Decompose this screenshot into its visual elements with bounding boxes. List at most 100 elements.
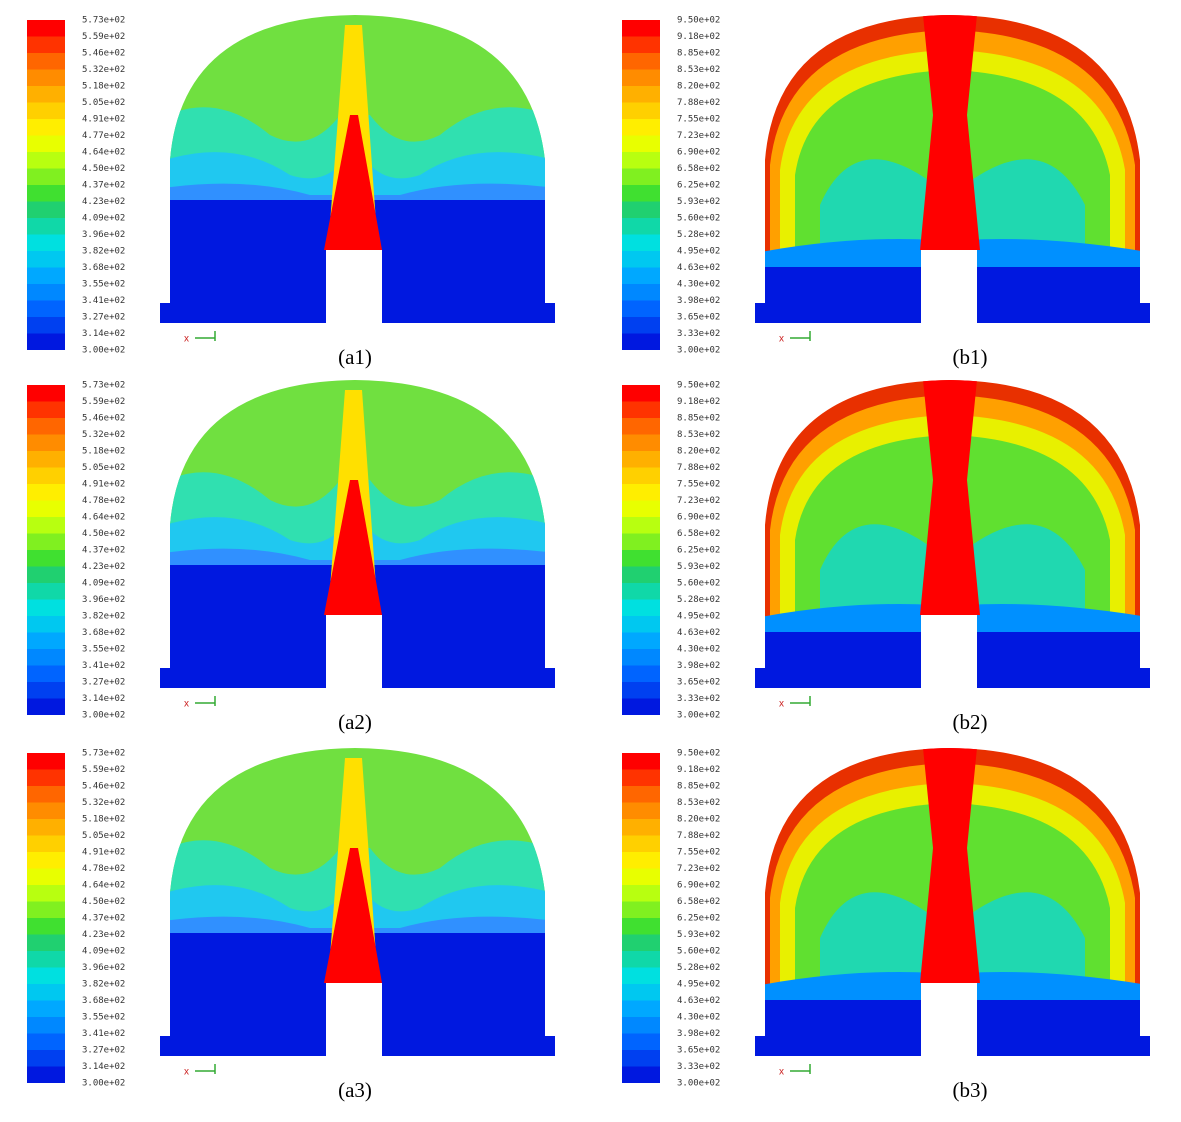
figure: 5.73e+025.59e+025.46e+025.32e+025.18e+02…: [0, 0, 1181, 1117]
caption: (b1): [953, 345, 988, 369]
legend-label: 7.23e+02: [677, 496, 720, 506]
legend-label: 5.93e+02: [677, 197, 720, 207]
legend-label: 5.32e+02: [82, 65, 125, 75]
panel: 5.73e+025.59e+025.46e+025.32e+025.18e+02…: [27, 738, 570, 1102]
axis-label: x: [184, 699, 189, 710]
legend-label: 7.88e+02: [677, 463, 720, 473]
legend-label: 3.27e+02: [82, 313, 125, 323]
colorbar-band: [27, 301, 65, 318]
legend-label: 4.95e+02: [677, 980, 720, 990]
colorbar-band: [622, 70, 660, 87]
colorbar-band: [27, 534, 65, 551]
colorbar-band: [622, 1050, 660, 1067]
legend-label: 4.30e+02: [677, 645, 720, 655]
colorbar-band: [27, 786, 65, 803]
legend-label: 8.20e+02: [677, 447, 720, 457]
colorbar-band: [622, 534, 660, 551]
colorbar-band: [622, 501, 660, 518]
legend-label: 5.05e+02: [82, 98, 125, 108]
legend-label: 3.00e+02: [82, 346, 125, 356]
legend-label: 3.00e+02: [677, 1079, 720, 1089]
colorbar-band: [27, 1017, 65, 1034]
colorbar-band: [27, 600, 65, 617]
legend-label: 5.28e+02: [677, 963, 720, 973]
legend-label: 5.46e+02: [82, 49, 125, 59]
legend-label: 5.59e+02: [82, 765, 125, 775]
legend-label: 7.88e+02: [677, 831, 720, 841]
colorbar-band: [622, 20, 660, 37]
colorbar-band: [27, 251, 65, 268]
colorbar-band: [622, 119, 660, 136]
colorbar-band: [622, 402, 660, 419]
legend-label: 5.32e+02: [82, 430, 125, 440]
colorbar-band: [622, 86, 660, 103]
colorbar-band: [622, 600, 660, 617]
legend-label: 8.53e+02: [677, 430, 720, 440]
outlet-gap: [326, 983, 382, 1063]
legend-label: 8.85e+02: [677, 414, 720, 424]
colorbar-band: [27, 869, 65, 886]
legend-label: 3.00e+02: [82, 711, 125, 721]
legend-label: 6.25e+02: [677, 181, 720, 191]
caption: (a1): [338, 345, 372, 369]
colorbar-band: [622, 268, 660, 285]
colorbar-band: [622, 753, 660, 770]
legend-label: 3.65e+02: [677, 1046, 720, 1056]
colorbar-band: [27, 501, 65, 518]
legend-label: 5.60e+02: [677, 947, 720, 957]
legend-label: 6.58e+02: [677, 529, 720, 539]
colorbar-band: [622, 885, 660, 902]
colorbar-band: [27, 136, 65, 153]
colorbar-band: [622, 334, 660, 351]
legend-label: 3.68e+02: [82, 996, 125, 1006]
outlet-gap: [921, 983, 977, 1063]
legend-label: 7.23e+02: [677, 131, 720, 141]
colorbar-band: [622, 1001, 660, 1018]
legend-label: 7.55e+02: [677, 115, 720, 125]
panel: 9.50e+029.18e+028.85e+028.53e+028.20e+02…: [622, 370, 1165, 734]
colorbar-band: [622, 235, 660, 252]
colorbar-band: [27, 152, 65, 169]
legend-label: 5.60e+02: [677, 214, 720, 224]
colorbar-band: [27, 935, 65, 952]
colorbar-band: [27, 37, 65, 54]
colorbar-band: [27, 418, 65, 435]
legend-label: 4.64e+02: [82, 513, 125, 523]
legend-label: 3.96e+02: [82, 230, 125, 240]
colorbar-band: [622, 567, 660, 584]
colorbar-band: [622, 968, 660, 985]
colorbar-band: [622, 1034, 660, 1051]
legend-label: 4.91e+02: [82, 848, 125, 858]
legend-label: 3.14e+02: [82, 694, 125, 704]
legend-label: 5.32e+02: [82, 798, 125, 808]
colorbar-band: [622, 251, 660, 268]
colorbar-band: [27, 20, 65, 37]
colorbar-band: [27, 385, 65, 402]
legend-label: 4.37e+02: [82, 546, 125, 556]
colorbar-band: [27, 550, 65, 567]
colorbar-band: [622, 836, 660, 853]
legend-label: 3.65e+02: [677, 313, 720, 323]
colorbar-band: [27, 468, 65, 485]
colorbar-band: [622, 37, 660, 54]
panel: 5.73e+025.59e+025.46e+025.32e+025.18e+02…: [27, 370, 570, 734]
legend-label: 4.78e+02: [82, 496, 125, 506]
legend-label: 5.05e+02: [82, 463, 125, 473]
outlet-gap: [921, 250, 977, 330]
colorbar-band: [622, 666, 660, 683]
legend-label: 6.25e+02: [677, 914, 720, 924]
colorbar-band: [622, 484, 660, 501]
colorbar-band: [27, 836, 65, 853]
legend-label: 4.63e+02: [677, 263, 720, 273]
legend-label: 4.37e+02: [82, 181, 125, 191]
legend-label: 4.23e+02: [82, 930, 125, 940]
legend-label: 4.63e+02: [677, 996, 720, 1006]
colorbar-band: [622, 1067, 660, 1084]
legend-label: 3.55e+02: [82, 280, 125, 290]
legend-label: 4.09e+02: [82, 579, 125, 589]
legend-label: 4.91e+02: [82, 480, 125, 490]
legend-label: 4.23e+02: [82, 562, 125, 572]
colorbar-band: [622, 616, 660, 633]
legend-label: 4.95e+02: [677, 612, 720, 622]
colorbar-band: [622, 301, 660, 318]
